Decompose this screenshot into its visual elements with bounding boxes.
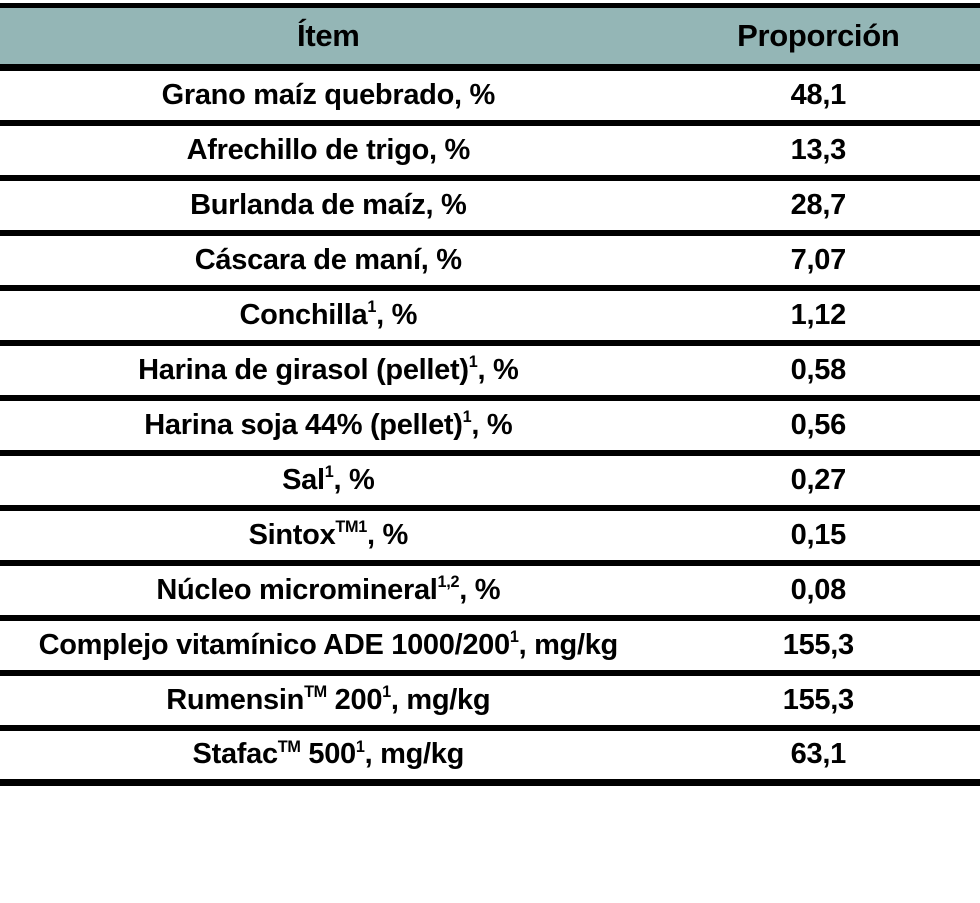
value-cell: 48,1 (656, 67, 980, 126)
item-cell: Complejo vitamínico ADE 1000/2001, mg/kg (0, 617, 657, 676)
footnote-marker: 1 (382, 683, 391, 702)
header-item: Ítem (0, 5, 657, 71)
value-cell: 13,3 (656, 122, 980, 181)
value-cell: 63,1 (656, 727, 980, 786)
item-cell: Burlanda de maíz, % (0, 177, 657, 236)
table-row: Sal1, % 0,27 (0, 452, 980, 511)
footnote-marker: TM (304, 683, 327, 702)
value-cell: 0,58 (656, 342, 980, 401)
table-row: Harina de girasol (pellet)1, % 0,58 (0, 342, 980, 401)
table-row: Grano maíz quebrado, % 48,1 (0, 67, 980, 126)
table-row: Cáscara de maní, % 7,07 (0, 232, 980, 291)
item-cell: StafacTM 5001, mg/kg (0, 727, 657, 786)
table-body: Grano maíz quebrado, % 48,1 Afrechillo de … (0, 67, 980, 786)
item-cell: Afrechillo de trigo, % (0, 122, 657, 181)
table-row: Complejo vitamínico ADE 1000/2001, mg/kg… (0, 617, 980, 676)
item-cell: Núcleo micromineral1,2, % (0, 562, 657, 621)
table-row: Afrechillo de trigo, % 13,3 (0, 122, 980, 181)
diet-composition-table: Ítem Proporción Grano maíz quebrado, % 48… (0, 3, 980, 786)
value-cell: 0,15 (656, 507, 980, 566)
table-row: StafacTM 5001, mg/kg 63,1 (0, 727, 980, 786)
footnote-marker: 1 (462, 408, 472, 427)
header-row: Ítem Proporción (0, 5, 980, 71)
item-cell: SintoxTM1, % (0, 507, 657, 566)
table-row: Núcleo micromineral1,2, % 0,08 (0, 562, 980, 621)
value-cell: 1,12 (656, 287, 980, 346)
item-cell: Harina soja 44% (pellet)1, % (0, 397, 657, 456)
table-row: Harina soja 44% (pellet)1, % 0,56 (0, 397, 980, 456)
header-proporcion: Proporción (656, 5, 980, 71)
footnote-marker: 1 (367, 298, 377, 317)
item-cell: RumensinTM 2001, mg/kg (0, 672, 657, 731)
footnote-marker: 1 (355, 737, 365, 756)
item-cell: Conchilla1, % (0, 287, 657, 346)
value-cell: 155,3 (656, 672, 980, 731)
footnote-marker: 1 (324, 463, 334, 482)
item-cell: Sal1, % (0, 452, 657, 511)
value-cell: 0,27 (656, 452, 980, 511)
table-row: SintoxTM1, % 0,15 (0, 507, 980, 566)
value-cell: 155,3 (656, 617, 980, 676)
item-cell: Grano maíz quebrado, % (0, 67, 657, 126)
value-cell: 0,56 (656, 397, 980, 456)
table-row: Burlanda de maíz, % 28,7 (0, 177, 980, 236)
footnote-marker: 1 (509, 628, 519, 647)
diet-composition-table-wrap: Ítem Proporción Grano maíz quebrado, % 48… (0, 3, 980, 786)
item-cell: Cáscara de maní, % (0, 232, 657, 291)
value-cell: 7,07 (656, 232, 980, 291)
table-header: Ítem Proporción (0, 5, 980, 71)
table-row: RumensinTM 2001, mg/kg 155,3 (0, 672, 980, 731)
table-row: Conchilla1, % 1,12 (0, 287, 980, 346)
footnote-marker: 1,2 (437, 573, 460, 592)
value-cell: 0,08 (656, 562, 980, 621)
value-cell: 28,7 (656, 177, 980, 236)
footnote-marker: TM1 (335, 518, 367, 537)
footnote-marker: TM (277, 737, 301, 756)
footnote-marker: 1 (468, 353, 478, 372)
item-cell: Harina de girasol (pellet)1, % (0, 342, 657, 401)
